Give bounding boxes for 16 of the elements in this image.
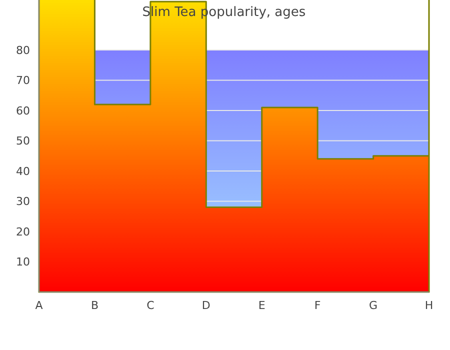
- y-tick-label: 80: [16, 44, 30, 57]
- y-tick-label: 20: [16, 225, 30, 238]
- y-tick-label: 10: [16, 256, 30, 269]
- y-tick-label: 50: [16, 134, 30, 148]
- x-tick-label: G: [369, 299, 378, 312]
- x-tick-label: H: [424, 299, 434, 312]
- x-tick-label: E: [258, 299, 266, 312]
- x-tick-label: A: [35, 299, 44, 312]
- y-tick-label: 30: [16, 195, 30, 208]
- x-tick-label: F: [314, 299, 321, 312]
- y-tick-label: 70: [16, 74, 30, 88]
- x-tick-label: C: [146, 299, 155, 312]
- x-tick-label: B: [90, 299, 98, 312]
- y-tick-label: 60: [16, 104, 30, 118]
- x-tick-label: D: [202, 299, 210, 312]
- y-tick-label: 40: [16, 164, 30, 178]
